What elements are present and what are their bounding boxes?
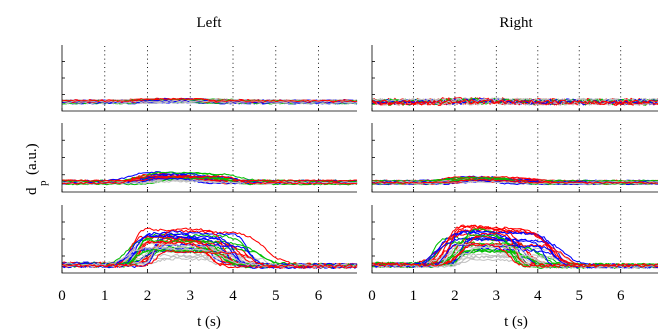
trace: [371, 178, 658, 184]
x-tick-label: 6: [315, 288, 323, 304]
panel-r3-left: [61, 205, 358, 274]
x-tick-label: 2: [144, 288, 152, 304]
x-tick-label: 5: [272, 288, 280, 304]
x-tick-label: 4: [229, 288, 237, 304]
panels: [61, 45, 658, 274]
panel-r1-left: [61, 45, 358, 112]
panel-r2-right: [371, 123, 658, 193]
y-label-main: d: [24, 187, 40, 195]
y-axis-label: d p (a.u.): [24, 143, 49, 195]
x-tick-label: 6: [617, 288, 625, 304]
x-tick-label: 2: [451, 288, 459, 304]
panel-r2-left: [61, 123, 358, 193]
column-title-left: Left: [197, 15, 223, 31]
column-title-right: Right: [499, 15, 533, 31]
x-tick-label: 1: [101, 288, 109, 304]
x-tick-label: 3: [187, 288, 195, 304]
y-label-unit: (a.u.): [24, 143, 40, 175]
x-tick-label: 1: [410, 288, 418, 304]
trace: [371, 97, 658, 103]
x-label-right: t (s): [504, 314, 528, 329]
x-tick-label: 5: [575, 288, 583, 304]
x-axes: 0 1 2 3 4 5 6 0 1 2 3 4 5 6: [58, 288, 625, 304]
trace: [371, 99, 658, 105]
panel-r3-right: [371, 205, 658, 274]
x-tick-label: 0: [58, 288, 66, 304]
trace: [371, 180, 658, 185]
x-tick-label: 3: [493, 288, 501, 304]
panel-r1-right: [371, 45, 658, 112]
x-tick-label: 0: [368, 288, 376, 304]
trace: [61, 250, 358, 268]
x-tick-label: 4: [534, 288, 542, 304]
trace: [61, 98, 358, 103]
y-label-subscript: p: [37, 180, 49, 186]
trace: [371, 243, 658, 268]
x-label-left: t (s): [197, 314, 221, 329]
trace: [61, 177, 358, 186]
trace: [61, 174, 358, 185]
